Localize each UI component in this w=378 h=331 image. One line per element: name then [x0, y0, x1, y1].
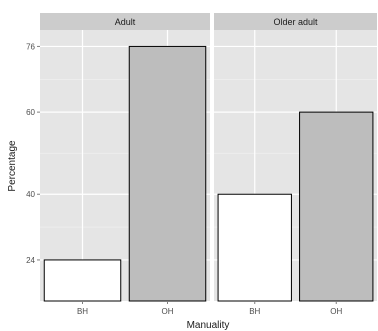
bar-bh — [217, 193, 292, 302]
x-tick-label: BH — [249, 307, 260, 316]
facet-adult: Adult BH OH — [40, 13, 210, 316]
x-axis-title: Manuality — [187, 320, 230, 331]
strip-adult — [40, 13, 210, 30]
bar-oh — [299, 111, 374, 302]
y-tick-label: 76 — [26, 42, 35, 51]
bars-older-adult — [217, 111, 374, 302]
y-axis: 24 40 60 76 — [26, 42, 40, 265]
strip-older-adult — [214, 13, 377, 30]
bars-adult — [43, 45, 207, 302]
y-tick-label: 40 — [26, 190, 35, 199]
x-ticks-older-adult: BH OH — [249, 301, 342, 316]
strip-label-older-adult: Older adult — [273, 17, 318, 27]
strip-label-adult: Adult — [115, 17, 136, 27]
x-tick-label: BH — [77, 307, 88, 316]
y-tick-label: 60 — [26, 108, 35, 117]
x-tick-label: OH — [330, 307, 342, 316]
bar-oh — [128, 45, 207, 302]
x-tick-label: OH — [162, 307, 174, 316]
y-axis-title: Percentage — [7, 140, 18, 192]
x-ticks-adult: BH OH — [77, 301, 174, 316]
y-tick-label: 24 — [26, 256, 35, 265]
bar-bh — [43, 259, 122, 302]
facet-older-adult: Older adult BH OH — [214, 13, 377, 316]
